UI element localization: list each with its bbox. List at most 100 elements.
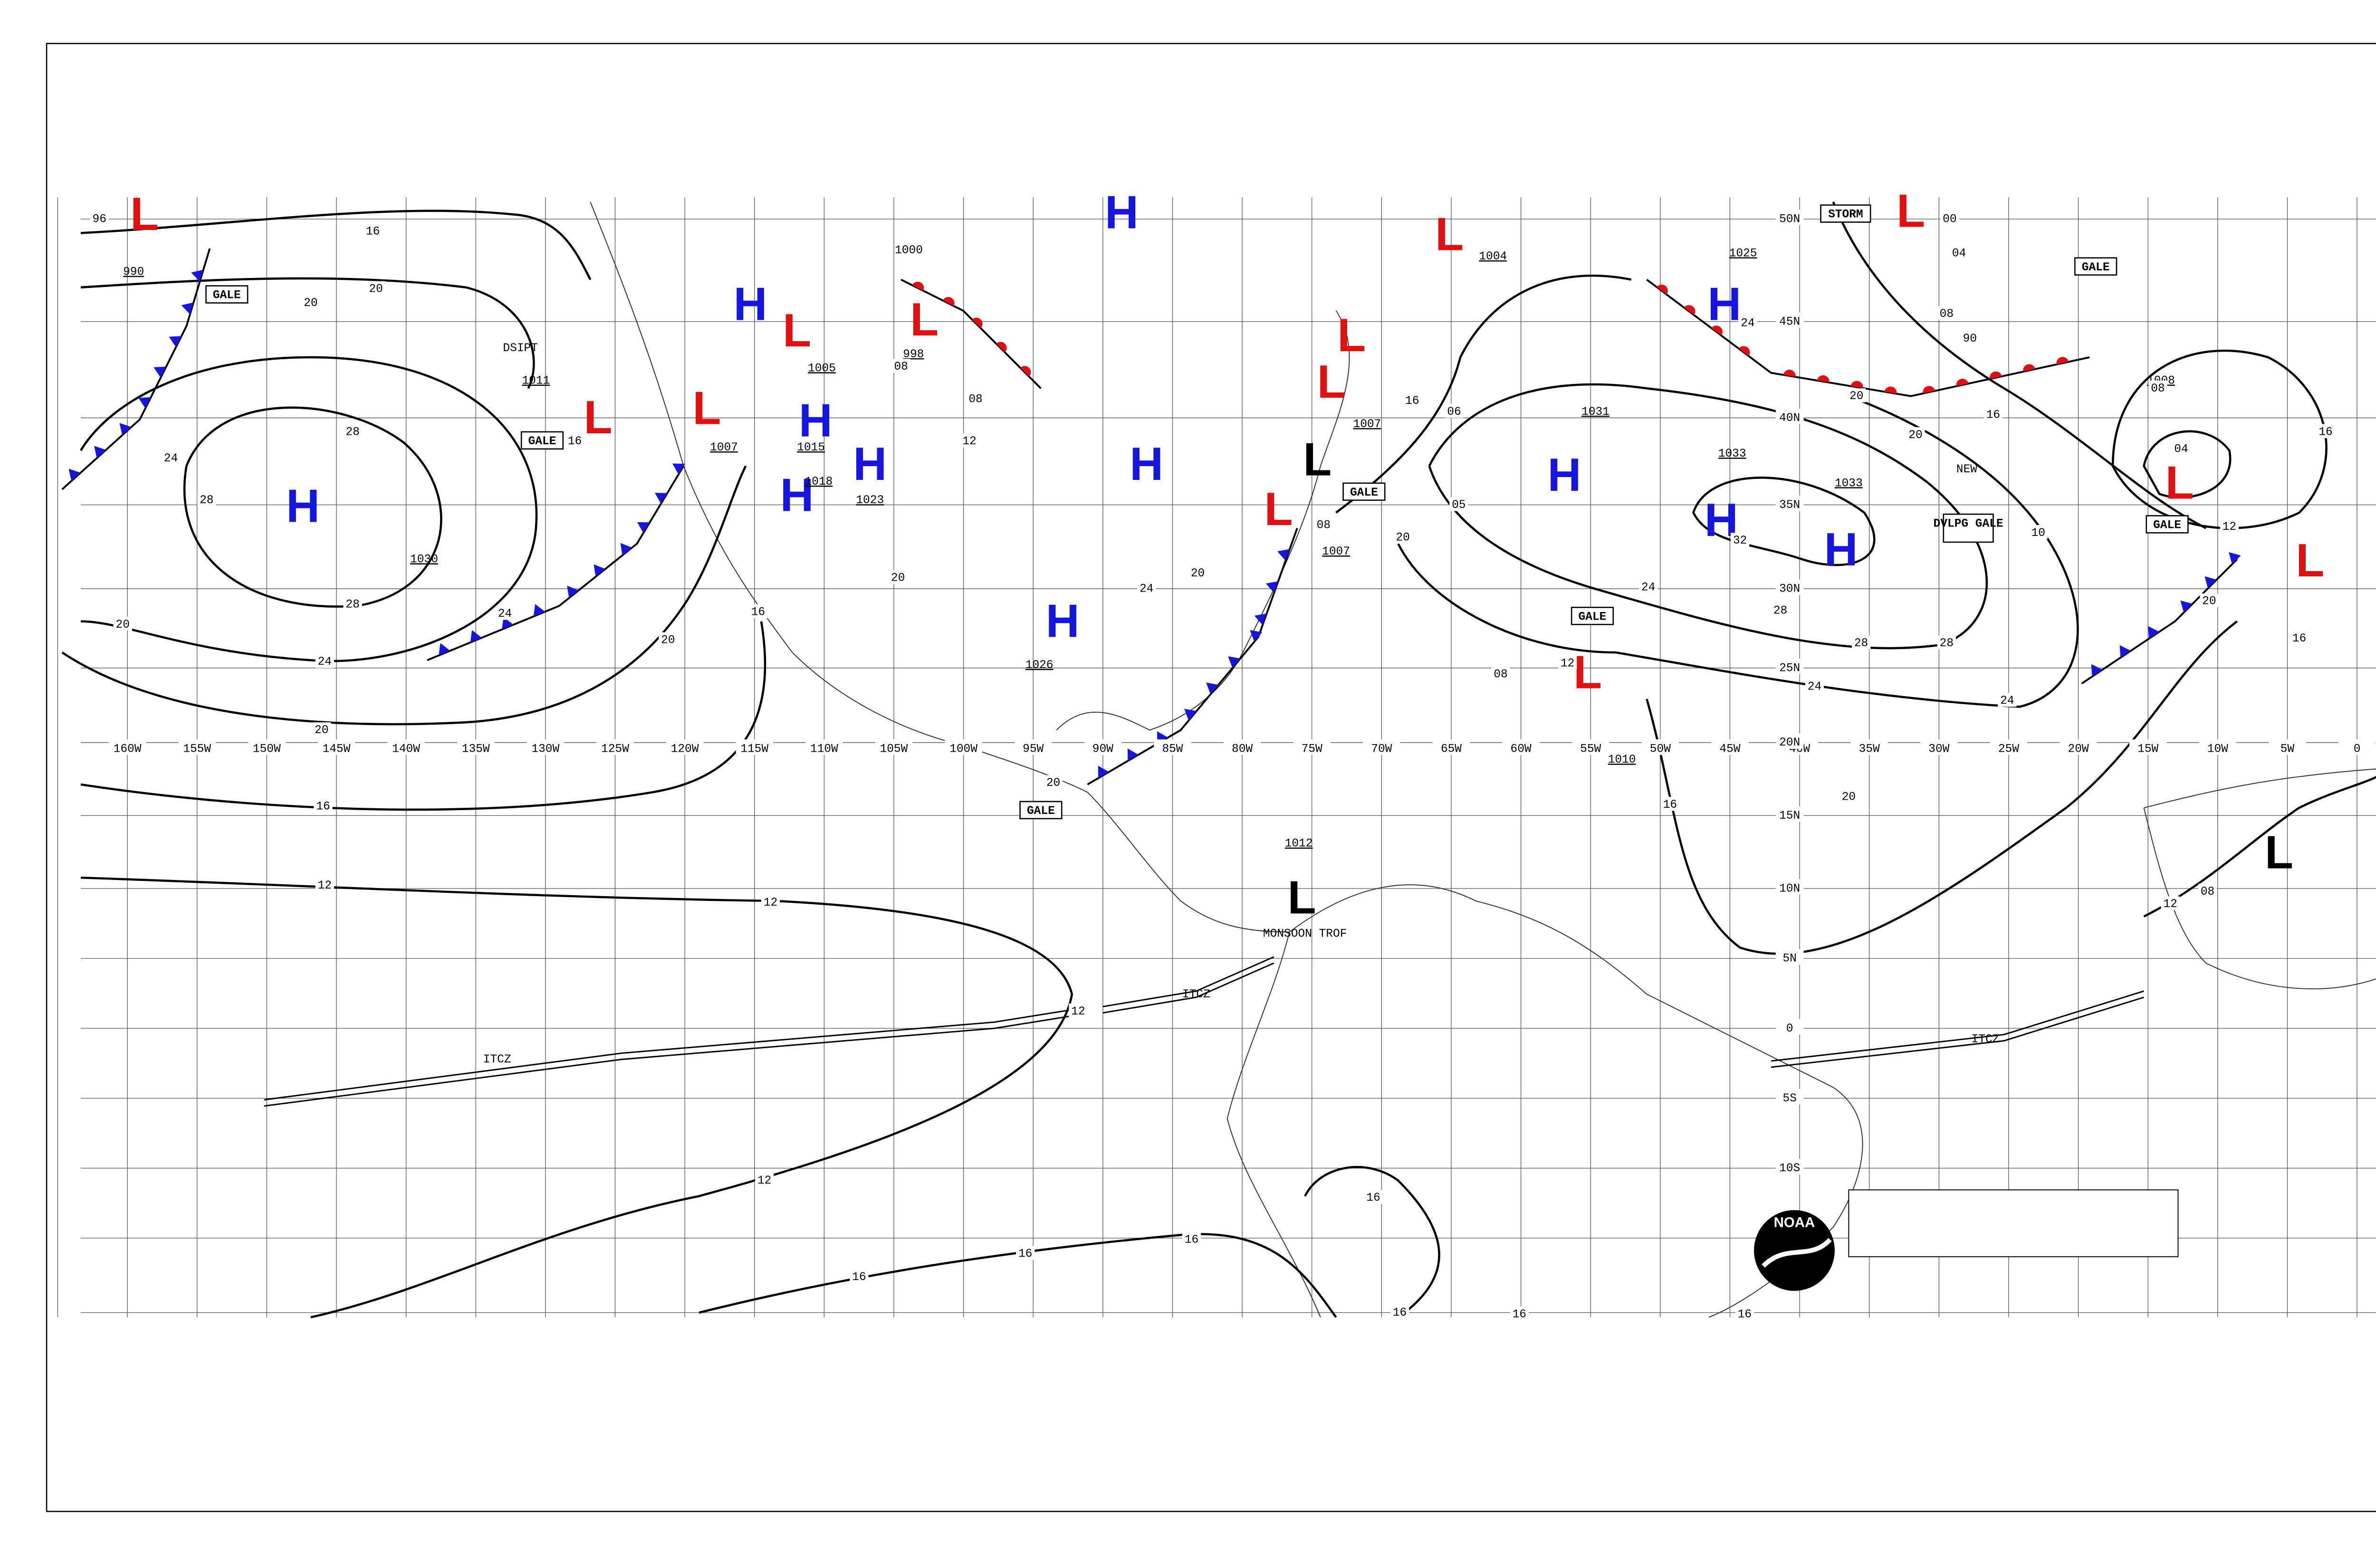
central-pressure: 1031 [1581,406,1610,419]
cold-front-symbol [439,643,450,656]
fronts [61,248,2241,1107]
warm-front-symbol [942,297,955,306]
central-pressure: 1005 [808,362,836,375]
boxed-label-frame [205,285,249,304]
isobar-label: 05 [1452,499,1466,512]
isobar-label-bg [1314,517,1333,532]
coast-africa [2143,768,2376,990]
cold-front-symbol [2148,626,2159,639]
isobar-label-bg [1937,306,1956,320]
longitude-label: 160W [114,743,142,755]
warm-front-symbol [1711,325,1723,336]
isobar-label: 28 [345,598,359,611]
warm-front-symbol [1956,379,1969,386]
front-line [1087,527,1298,785]
lon-box [1084,739,1122,755]
pressure-center: L [693,382,721,434]
longitude-label: 115W [740,743,768,755]
warm-front-symbol [912,281,924,291]
lat-box [1775,210,1804,226]
isobar-label-bg [314,798,333,813]
cold-front-symbol [2119,645,2131,658]
longitude-label: 50W [1650,743,1671,755]
front-line [901,278,1042,389]
boxed-label: DVLPG GALE [1934,517,2003,530]
isobar-label-bg [2220,518,2239,533]
isobar [1397,395,2079,708]
isobar-label-bg [2029,525,2048,539]
annotation: 1000 [895,244,923,257]
lon-box [2060,739,2097,755]
isobar-label-bg [1403,393,1422,407]
isobar-label: 16 [1366,1192,1380,1205]
isobar-label: 10 [2031,527,2045,540]
isobar-label-bg [343,424,362,438]
isobar-label: 12 [2223,521,2236,534]
isobar-label-bg [659,632,678,647]
pressure-center: H [286,479,320,532]
cold-front-symbol [1254,613,1267,625]
isobar-label-bg [1393,529,1412,544]
lon-box [1293,739,1331,755]
isobar-label: 20 [116,619,130,631]
isobar-label: 20 [661,634,675,647]
isobar-label: 04 [2174,443,2188,456]
lon-box [2129,739,2167,755]
annotation: ITCZ [1972,1033,2000,1046]
isobar-label: 12 [1561,658,1574,670]
isobar-label-bg [1771,602,1790,617]
longitude-label: 70W [1371,743,1392,755]
lon-box [457,739,495,755]
isobar-label-bg [1137,581,1156,595]
pressure-center: L [1337,309,1366,361]
itcz-line [264,1015,1073,1107]
boxed-label-frame [1571,606,1614,625]
isobar-label: 20 [1046,777,1060,790]
pressure-center: L [2296,534,2324,586]
logo-bird [1762,1238,1832,1268]
lon-box [1990,739,2028,755]
pressure-center: L [1897,184,1925,237]
lat-box [1775,1158,1804,1175]
pressure-center: L [1265,483,1293,535]
pressure-center: L [1435,208,1464,260]
isobar-label-bg [315,654,334,668]
warm-front-symbol [1738,346,1750,356]
lon-box [875,739,913,755]
central-pressure: 990 [123,266,144,279]
isobar [1304,1166,1440,1319]
isobar-label: 20 [369,283,383,296]
isobar-label-bg [1940,211,1959,226]
lat-box [1775,495,1804,511]
pressure-center: H [780,469,814,521]
boxed-label-frame [520,431,564,450]
isobar-label-bg [113,616,132,631]
longitude-label: 95W [1023,743,1044,755]
pressure-center: H [799,394,833,447]
isobar-label: 24 [318,656,332,669]
isobar-label-bg [748,604,767,619]
cold-front-symbol [654,493,668,504]
lon-box [1014,739,1052,755]
longitude-label: 5W [2280,743,2295,755]
isobar-label-bg [162,450,181,465]
isobar-label-bg [343,596,362,611]
pressure-center: H [1824,523,1858,575]
isobar-label-bg [301,295,320,309]
latitude-label: 20N [1779,736,1800,749]
isobar-label: 12 [1071,1005,1085,1018]
lon-box [1641,739,1679,755]
isobar-label: 16 [568,435,582,448]
lon-box [1432,739,1470,755]
latitude-label: 10S [1779,1162,1800,1175]
cold-front-symbol [1250,630,1263,642]
isobar-label: 24 [1808,681,1821,694]
latitude-label: 5N [1782,953,1796,966]
longitude-label: 65W [1441,743,1462,755]
isobar-label-bg [1390,1305,1409,1319]
isobar-label: 16 [1405,395,1419,408]
longitude-label: 130W [531,743,559,755]
lon-box [317,739,355,755]
isobar-label-bg [761,895,780,909]
longitude-label: 45W [1719,743,1740,755]
